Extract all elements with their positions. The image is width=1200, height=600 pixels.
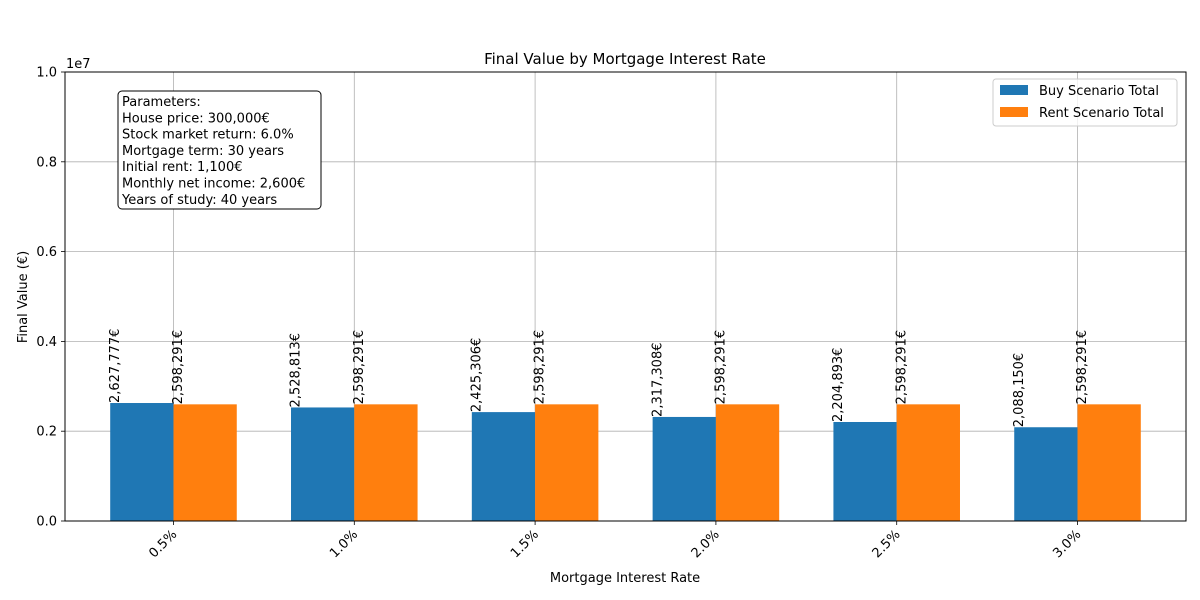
bar-label-buy: 2,425,306€ <box>469 338 484 412</box>
bar-rent <box>173 404 237 521</box>
bar-label-buy: 2,088,150€ <box>1012 353 1027 427</box>
bar-label-buy: 2,627,777€ <box>108 329 123 403</box>
y-axis-label: Final Value (€) <box>16 251 31 343</box>
bar-buy <box>110 403 174 521</box>
bar-label-buy: 2,204,893€ <box>831 348 846 422</box>
bar-buy <box>833 422 897 521</box>
parameters-line: House price: 300,000€ <box>122 111 270 126</box>
x-tick-label: 2.0% <box>689 527 723 561</box>
legend-label-buy: Buy Scenario Total <box>1039 84 1159 99</box>
x-tick-label: 0.5% <box>146 527 180 561</box>
parameters-box-frame <box>117 90 322 210</box>
bar-buy <box>1014 427 1078 521</box>
bar-label-rent: 2,598,291€ <box>171 330 186 404</box>
bar-label-rent: 2,598,291€ <box>714 330 729 404</box>
parameters-line: Mortgage term: 30 years <box>122 144 284 159</box>
parameters-text: Parameters:House price: 300,000€ Stock ma… <box>121 95 305 208</box>
legend-swatch-buy <box>1000 85 1028 95</box>
parameters-line: Initial rent: 1,100€ <box>122 160 243 175</box>
bar-label-buy: 2,317,308€ <box>650 343 665 417</box>
bar-rent <box>896 404 960 521</box>
y-tick-label: 0.8 <box>36 155 57 170</box>
y-tick-label: 0.6 <box>36 245 57 260</box>
x-tick-label: 1.0% <box>327 527 361 561</box>
parameters-line: Monthly net income: 2,600€ <box>122 177 305 192</box>
x-axis-label: Mortgage Interest Rate <box>550 571 700 586</box>
legend-label-rent: Rent Scenario Total <box>1039 106 1164 121</box>
bar-rent <box>354 404 418 521</box>
parameters-line: Stock market return: 6.0% <box>122 128 294 143</box>
y-tick-label: 0.0 <box>36 515 57 530</box>
bar-label-rent: 2,598,291€ <box>1075 330 1090 404</box>
bar-value-labels: 2,627,777€ 2,528,813€ 2,425,306€ 2,317,308€… <box>108 329 1090 428</box>
legend-swatch-rent <box>1000 107 1028 117</box>
bar-buy <box>471 412 536 521</box>
y-tick-label: 0.4 <box>36 335 57 350</box>
chart-title: Final Value by Mortgage Interest Rate <box>484 50 766 68</box>
parameters-line: Years of study: 40 years <box>121 193 277 208</box>
bar-label-rent: 2,598,291€ <box>533 330 548 404</box>
bar-label-rent: 2,598,291€ <box>894 330 909 404</box>
y-tick-label: 1.0 <box>36 66 57 81</box>
bar-rent <box>1077 404 1141 521</box>
parameters-box: Parameters:House price: 300,000€ Stock ma… <box>117 90 322 210</box>
bar-rent <box>535 404 599 521</box>
bar-buy <box>652 416 716 521</box>
legend-frame <box>992 78 1178 127</box>
y-axis-offset-label: 1e7 <box>66 57 91 72</box>
bar-label-rent: 2,598,291€ <box>352 330 367 404</box>
bar-buy <box>291 407 355 521</box>
bar-label-buy: 2,528,813€ <box>289 333 304 407</box>
legend: Buy Scenario Total Rent Scenario Total <box>992 78 1178 127</box>
x-tick-label: 2.5% <box>870 527 904 561</box>
bars <box>110 403 1141 521</box>
x-tick-label: 3.0% <box>1050 527 1084 561</box>
x-tick-label: 1.5% <box>508 527 542 561</box>
plot-frame <box>64 71 1187 522</box>
parameters-line: Parameters: <box>122 95 201 110</box>
y-tick-label: 0.2 <box>36 425 57 440</box>
bar-rent <box>715 404 780 521</box>
